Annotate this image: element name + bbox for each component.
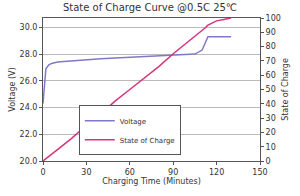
svg-text:30.0: 30.0 xyxy=(20,23,38,32)
svg-text:22.0: 22.0 xyxy=(20,130,38,139)
svg-text:28.0: 28.0 xyxy=(20,50,38,59)
svg-text:30: 30 xyxy=(266,114,276,123)
svg-text:60: 60 xyxy=(266,71,276,80)
svg-text:60: 60 xyxy=(125,168,135,177)
svg-text:26.0: 26.0 xyxy=(20,77,38,86)
svg-text:40: 40 xyxy=(266,100,276,109)
svg-text:80: 80 xyxy=(266,42,276,51)
svg-text:0: 0 xyxy=(40,168,45,177)
svg-text:20.0: 20.0 xyxy=(20,157,38,166)
svg-text:30: 30 xyxy=(81,168,91,177)
svg-text:20: 20 xyxy=(266,128,276,137)
svg-text:Voltage: Voltage xyxy=(120,118,146,126)
svg-text:50: 50 xyxy=(266,85,276,94)
svg-text:Voltage (V): Voltage (V) xyxy=(8,67,17,111)
svg-text:24.0: 24.0 xyxy=(20,103,38,112)
svg-text:70: 70 xyxy=(266,57,276,66)
svg-text:State of Charge Curve @0.5C 25: State of Charge Curve @0.5C 25℃ xyxy=(63,2,237,13)
svg-text:100: 100 xyxy=(266,14,281,23)
svg-text:10: 10 xyxy=(266,143,276,152)
svg-text:90: 90 xyxy=(266,28,276,37)
svg-text:150: 150 xyxy=(252,168,267,177)
svg-text:0: 0 xyxy=(266,157,271,166)
svg-text:120: 120 xyxy=(209,168,224,177)
svg-text:State of Charge: State of Charge xyxy=(281,58,290,121)
svg-text:90: 90 xyxy=(168,168,178,177)
svg-text:Charging Time (Minutes): Charging Time (Minutes) xyxy=(102,177,201,186)
svg-text:State of Charge: State of Charge xyxy=(120,137,175,145)
